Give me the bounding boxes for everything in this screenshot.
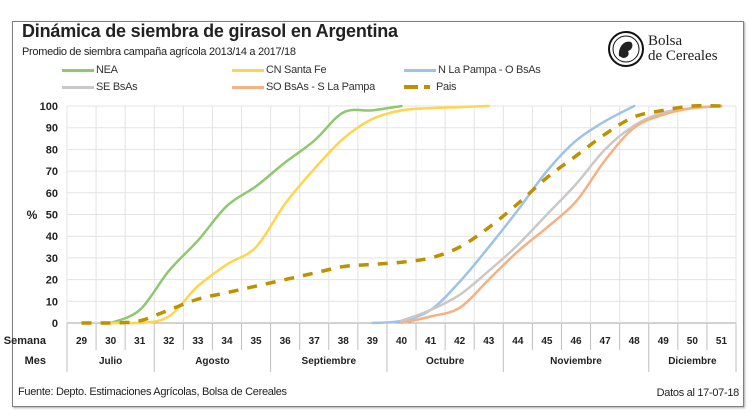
y-tick-label: 0: [52, 318, 58, 330]
y-tick-label: 70: [46, 166, 58, 178]
chart-frame: [12, 21, 744, 407]
x-tick-label: 43: [483, 336, 495, 347]
x-tick-label: 49: [658, 336, 670, 347]
logo-text-1: Bolsa: [648, 33, 683, 49]
logo-text-2: de Cereales: [648, 48, 718, 64]
legend-pais: Pais: [404, 81, 457, 93]
legend-swatch: [232, 68, 264, 72]
legend-swatch: [404, 68, 436, 72]
x-tick-label: 45: [541, 336, 553, 347]
legend-label: CN Santa Fe: [266, 64, 327, 76]
x-tick-label: 30: [105, 336, 117, 347]
x-tick-label: 35: [251, 336, 263, 347]
series-line-se-bsas: [400, 104, 723, 323]
series-lines: [81, 103, 723, 325]
legend-n-la-pampa: N La Pampa - O BsAs: [404, 64, 541, 76]
seal-icon: [608, 31, 644, 67]
month-label: Julio: [99, 356, 122, 367]
x-tick-label: 47: [600, 336, 612, 347]
legend-swatch: [232, 85, 264, 89]
legend-so-bsas: SO BsAs - S La Pampa: [232, 81, 375, 93]
x-tick-label: 29: [76, 336, 88, 347]
month-label: Agosto: [195, 356, 229, 367]
chart-title: Dinámica de siembra de girasol en Argent…: [22, 21, 398, 41]
x-tick-label: 38: [338, 336, 350, 347]
month-label: Diciembre: [668, 356, 717, 367]
y-tick-label: 20: [46, 275, 58, 287]
y-tick-label: 80: [46, 144, 58, 156]
x-tick-label: 41: [425, 336, 437, 347]
bolsa-de-cereales-logo: Bolsa de Cereales: [608, 31, 718, 67]
chart-subtitle: Promedio de siembra campaña agrícola 201…: [22, 46, 296, 58]
month-label: Octubre: [426, 356, 465, 367]
y-axis-label: %: [27, 208, 38, 222]
legend-label: N La Pampa - O BsAs: [438, 64, 541, 76]
series-line-cn-santa-fe: [109, 104, 491, 325]
x-axis: Semana Mes 29 30 31 32 33 34 35 36 37 38 39 40 41 42 43 4…: [4, 323, 737, 372]
x-tick-label: 37: [309, 336, 321, 347]
date-note: Datos al 17-07-18: [656, 387, 740, 399]
grid: [66, 105, 737, 324]
series-line-so-bsas-s-la-pampa: [400, 104, 723, 325]
x-tick-label: 51: [716, 336, 728, 347]
legend-label: NEA: [96, 64, 118, 76]
legend-nea: NEA: [62, 64, 118, 76]
y-tick-label: 100: [40, 101, 58, 113]
x-tick-label: 31: [134, 336, 146, 347]
x-tick-label: 34: [221, 336, 233, 347]
x-axis-label-semana: Semana: [4, 335, 47, 347]
x-tick-label: 32: [163, 336, 175, 347]
x-tick-label: 36: [280, 336, 292, 347]
legend-swatch: [62, 68, 94, 72]
x-axis-label-mes: Mes: [25, 355, 46, 367]
legend-se-bsas: SE BsAs: [62, 81, 138, 93]
x-tick-label: 48: [629, 336, 641, 347]
source-note: Fuente: Depto. Estimaciones Agrícolas, B…: [18, 386, 287, 398]
x-tick-label: 42: [454, 336, 466, 347]
y-tick-label: 50: [46, 210, 58, 222]
legend-swatch: [424, 85, 430, 89]
month-label: Septiembre: [302, 356, 357, 367]
x-tick-label: 46: [570, 336, 582, 347]
month-label: Noviembre: [550, 356, 602, 367]
x-tick-label: 44: [512, 336, 524, 347]
x-tick-label: 33: [192, 336, 204, 347]
y-tick-label: 10: [46, 296, 58, 308]
legend-label: SO BsAs - S La Pampa: [266, 81, 375, 93]
series-line-nea: [109, 104, 403, 325]
legend-label: SE BsAs: [96, 81, 138, 93]
x-tick-label: 50: [687, 336, 699, 347]
y-tick-label: 30: [46, 253, 58, 265]
y-tick-label: 60: [46, 188, 58, 200]
legend-swatch: [62, 85, 94, 89]
legend-label: Pais: [436, 81, 457, 93]
x-tick-label: 39: [367, 336, 379, 347]
x-tick-label: 40: [396, 336, 408, 347]
y-tick-label: 40: [46, 231, 58, 243]
series-line-pais: [81, 103, 722, 325]
y-tick-label: 90: [46, 123, 58, 135]
legend-cn-santa-fe: CN Santa Fe: [232, 64, 327, 76]
series-line-n-la-pampa-o-bsas: [371, 104, 636, 325]
y-axis: 0 10 20 30 40 50 60 70 80 90 100: [40, 101, 58, 330]
legend-swatch: [404, 85, 418, 89]
